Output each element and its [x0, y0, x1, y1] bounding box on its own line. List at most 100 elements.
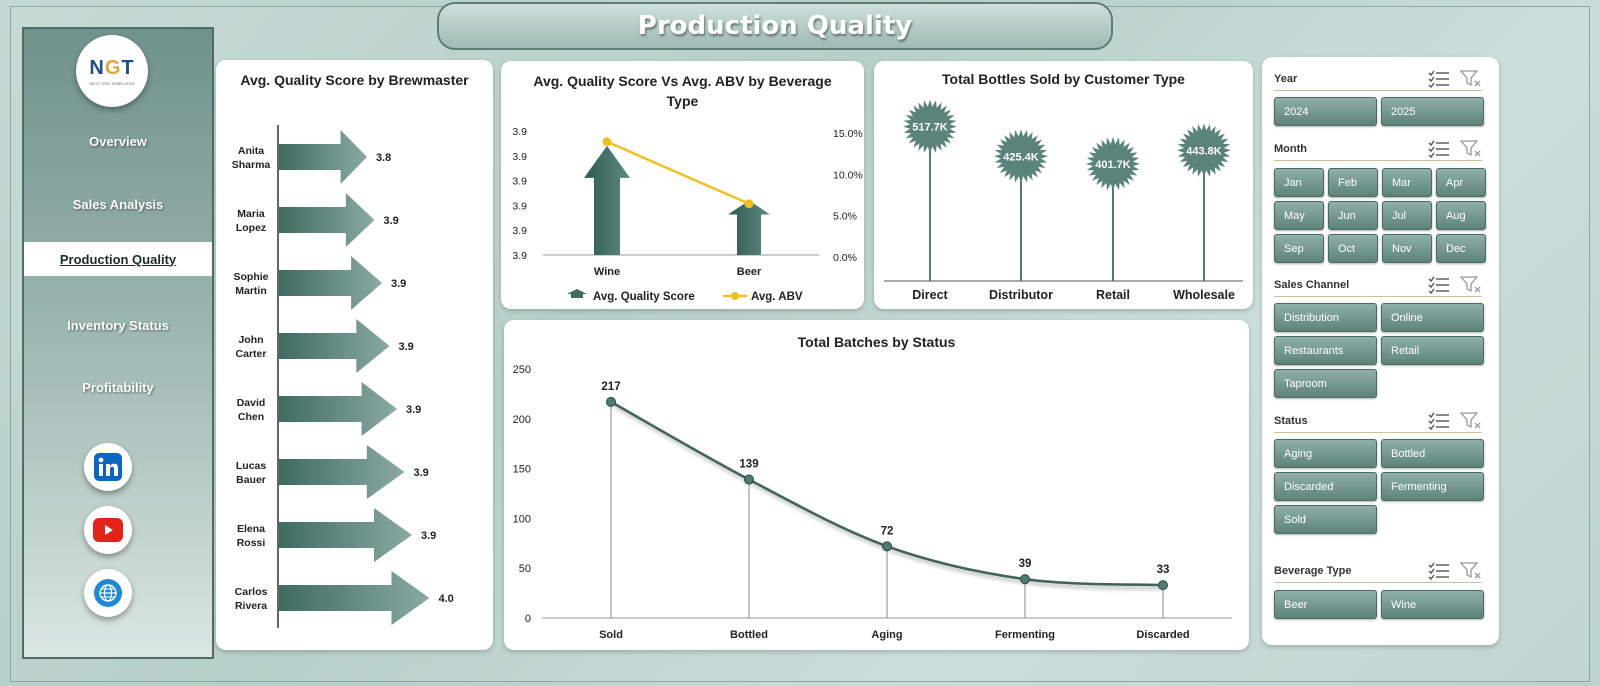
status-option-discarded[interactable]: Discarded [1274, 472, 1377, 501]
month-option-aug[interactable]: Aug [1436, 201, 1486, 230]
sales-channel-option-retail[interactable]: Retail [1381, 336, 1484, 365]
category-label: Lopez [236, 222, 266, 234]
legend-label: Avg. ABV [751, 291, 803, 303]
data-label: 33 [1157, 564, 1170, 576]
arrow-bar [279, 445, 405, 499]
sales-channel-option-online[interactable]: Online [1381, 303, 1484, 332]
line-point [882, 541, 892, 552]
y-tick-label: 250 [513, 364, 531, 376]
bottles-sold-chart-card: Total Bottles Sold by Customer Type 517.… [874, 61, 1253, 309]
month-option-may[interactable]: May [1274, 201, 1324, 230]
logo-tagline: NEXT GEN TEMPLATES [89, 80, 135, 86]
multi-select-icon[interactable] [1428, 412, 1450, 430]
chart-title: Total Bottles Sold by Customer Type [942, 71, 1185, 87]
multi-select-icon[interactable] [1428, 140, 1450, 158]
sidebar: NGT NEXT GEN TEMPLATES Overview Sales An… [22, 27, 214, 659]
beverage-type-option-beer[interactable]: Beer [1274, 590, 1377, 619]
chart-title: Total Batches by Status [797, 334, 956, 350]
multi-select-icon[interactable] [1428, 70, 1450, 88]
status-option-fermenting[interactable]: Fermenting [1381, 472, 1484, 501]
clear-filter-icon[interactable] [1459, 561, 1482, 580]
sales-channel-option-restaurants[interactable]: Restaurants [1274, 336, 1377, 365]
arrow-bar [279, 256, 382, 310]
nav-profitability[interactable]: Profitability [24, 370, 212, 404]
year-option-2024[interactable]: 2024 [1274, 97, 1377, 126]
category-label: Distributor [989, 288, 1053, 302]
category-label: Martin [235, 285, 267, 297]
nav-label: Sales Analysis [72, 196, 164, 212]
clear-filter-icon[interactable] [1459, 139, 1482, 158]
category-label: Bauer [236, 474, 266, 486]
legend-abv-marker [731, 292, 739, 300]
left-tick-label: 3.9 [512, 176, 527, 188]
title-banner: Production Quality [437, 2, 1113, 50]
data-label: 425.4K [1003, 151, 1039, 163]
clear-filter-icon[interactable] [1459, 411, 1482, 430]
category-label: John [238, 334, 263, 346]
chart-title: Avg. Quality Score Vs Avg. ABV by Bevera… [533, 73, 832, 109]
month-option-jun[interactable]: Jun [1328, 201, 1378, 230]
multi-select-icon[interactable] [1428, 562, 1450, 580]
month-option-oct[interactable]: Oct [1328, 234, 1378, 263]
month-option-sep[interactable]: Sep [1274, 234, 1324, 263]
multi-select-icon[interactable] [1428, 276, 1450, 294]
data-label: 4.0 [439, 593, 454, 605]
month-option-feb[interactable]: Feb [1328, 168, 1378, 197]
category-label: Sophie [233, 271, 268, 283]
sales-channel-option-distribution[interactable]: Distribution [1274, 303, 1377, 332]
youtube-button[interactable] [84, 506, 132, 554]
data-label: 39 [1019, 558, 1032, 570]
page-title: Production Quality [637, 11, 913, 41]
slicer-label: Year [1274, 72, 1298, 85]
data-label: 139 [739, 459, 758, 471]
slicer-label: Status [1274, 414, 1308, 427]
status-option-bottled[interactable]: Bottled [1381, 439, 1484, 468]
year-slicer-header: Year [1274, 67, 1482, 91]
quality-abv-chart: 3.9 3.9 3.9 3.9 3.9 3.9 15.0% 10.0% 5.0% 0.0% Wine… [512, 126, 863, 303]
data-label: 3.9 [384, 215, 399, 227]
sales-channel-option-taproom[interactable]: Taproom [1274, 369, 1377, 398]
data-label: 401.7K [1095, 159, 1131, 171]
linkedin-icon [94, 453, 122, 481]
nav-production-quality[interactable]: Production Quality [24, 242, 212, 276]
month-option-dec[interactable]: Dec [1436, 234, 1486, 263]
nav-inventory-status[interactable]: Inventory Status [24, 308, 212, 342]
left-tick-label: 3.9 [512, 225, 527, 237]
y-tick-label: 50 [519, 563, 531, 575]
quality-abv-chart-card: Avg. Quality Score Vs Avg. ABV by Bevera… [501, 61, 864, 309]
slicer-label: Beverage Type [1274, 564, 1352, 577]
arrow-bar [279, 193, 375, 247]
line-point [1020, 574, 1030, 585]
clear-filter-icon[interactable] [1459, 275, 1482, 294]
data-label: 3.9 [399, 341, 414, 353]
nav-overview[interactable]: Overview [24, 124, 212, 158]
linkedin-button[interactable] [84, 443, 132, 491]
arrow-bar [279, 508, 412, 562]
month-option-jul[interactable]: Jul [1382, 201, 1432, 230]
status-option-sold[interactable]: Sold [1274, 505, 1377, 534]
month-option-jan[interactable]: Jan [1274, 168, 1324, 197]
status-option-aging[interactable]: Aging [1274, 439, 1377, 468]
slicer-label: Sales Channel [1274, 278, 1350, 291]
month-option-apr[interactable]: Apr [1436, 168, 1486, 197]
beverage-type-option-wine[interactable]: Wine [1381, 590, 1484, 619]
y-tick-label: 100 [513, 513, 531, 525]
batches-status-chart-card: Total Batches by Status 250 200 150 100 50 0 2… [504, 320, 1249, 650]
category-label: Bottled [730, 629, 768, 641]
month-option-mar[interactable]: Mar [1382, 168, 1432, 197]
quality-column [728, 200, 770, 255]
category-label: Sharma [232, 159, 271, 171]
arrow-bar [279, 319, 390, 373]
website-button[interactable] [84, 569, 132, 617]
month-option-nov[interactable]: Nov [1382, 234, 1432, 263]
year-option-2025[interactable]: 2025 [1381, 97, 1484, 126]
abv-point [744, 199, 754, 209]
chart-title: Avg. Quality Score by Brewmaster [240, 72, 469, 88]
logo-text: NGT [89, 56, 135, 79]
nav-sales-analysis[interactable]: Sales Analysis [24, 187, 212, 221]
lollipop-burst [903, 99, 957, 154]
right-tick-label: 10.0% [833, 169, 863, 181]
clear-filter-icon[interactable] [1459, 69, 1482, 88]
category-label: Sold [599, 629, 623, 641]
lollipop-burst [994, 129, 1048, 184]
